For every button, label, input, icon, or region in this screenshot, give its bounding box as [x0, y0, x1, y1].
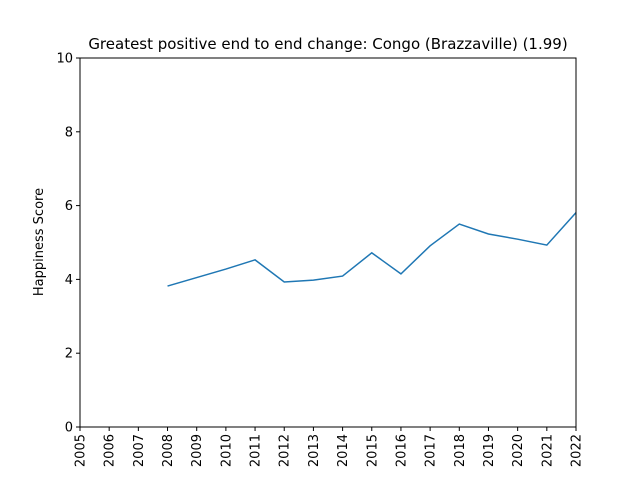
y-axis-label: Happiness Score	[32, 188, 47, 296]
x-tick-label: 2007	[132, 434, 147, 467]
y-tick-label: 0	[65, 421, 73, 436]
y-tick-label: 10	[56, 52, 73, 67]
x-tick-label: 2021	[540, 434, 555, 467]
x-tick-label: 2019	[482, 434, 497, 467]
y-tick-label: 2	[65, 347, 73, 362]
line-series	[167, 212, 577, 287]
x-tick-label: 2016	[394, 434, 409, 467]
x-tick-label: 2018	[453, 434, 468, 467]
x-tick-label: 2020	[511, 434, 526, 467]
x-tick-label: 2013	[307, 434, 322, 467]
x-tick-label: 2011	[249, 434, 264, 467]
x-tick-label: 2012	[278, 434, 293, 467]
x-tick-label: 2017	[424, 434, 439, 467]
y-tick-label: 6	[65, 199, 73, 214]
y-tick-label: 4	[65, 273, 73, 288]
x-tick-label: 2010	[219, 434, 234, 467]
y-tick-label: 8	[65, 125, 73, 140]
x-tick-label: 2006	[103, 434, 118, 467]
x-tick-label: 2009	[190, 434, 205, 467]
x-tick-label: 2014	[336, 434, 351, 467]
x-tick-label: 2015	[365, 434, 380, 467]
x-tick-label: 2005	[74, 434, 89, 467]
x-tick-label: 2008	[161, 434, 176, 467]
x-tick-label: 2022	[570, 434, 585, 467]
plot-frame	[79, 57, 577, 428]
chart-title: Greatest positive end to end change: Con…	[88, 35, 567, 53]
